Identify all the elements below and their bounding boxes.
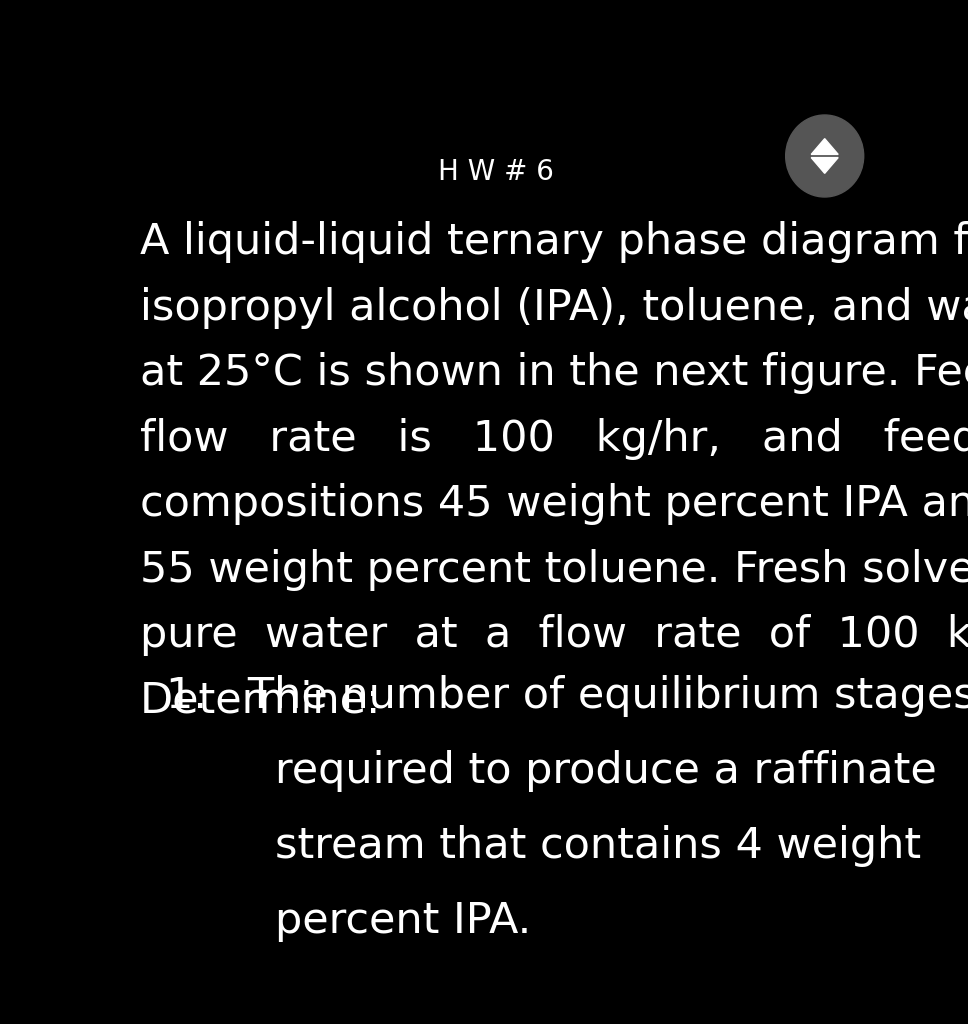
Text: 55 weight percent toluene. Fresh solvent is: 55 weight percent toluene. Fresh solvent… <box>139 549 968 591</box>
Text: 1.   The number of equilibrium stages: 1. The number of equilibrium stages <box>166 675 968 717</box>
Text: A liquid-liquid ternary phase diagram for: A liquid-liquid ternary phase diagram fo… <box>139 221 968 263</box>
Text: H W # 6: H W # 6 <box>439 159 554 186</box>
Circle shape <box>786 115 863 197</box>
Text: Determine:: Determine: <box>139 680 381 722</box>
Text: stream that contains 4 weight: stream that contains 4 weight <box>166 824 922 866</box>
Text: at 25°C is shown in the next figure. Feed: at 25°C is shown in the next figure. Fee… <box>139 352 968 394</box>
Text: required to produce a raffinate: required to produce a raffinate <box>166 750 937 792</box>
Text: pure  water  at  a  flow  rate  of  100  kg/hr.: pure water at a flow rate of 100 kg/hr. <box>139 614 968 656</box>
Text: percent IPA.: percent IPA. <box>166 899 531 941</box>
Text: isopropyl alcohol (IPA), toluene, and water: isopropyl alcohol (IPA), toluene, and wa… <box>139 287 968 329</box>
Text: compositions 45 weight percent IPA and: compositions 45 weight percent IPA and <box>139 483 968 525</box>
Polygon shape <box>811 138 838 155</box>
Polygon shape <box>811 158 838 173</box>
Text: flow   rate   is   100   kg/hr,   and   feed: flow rate is 100 kg/hr, and feed <box>139 418 968 460</box>
